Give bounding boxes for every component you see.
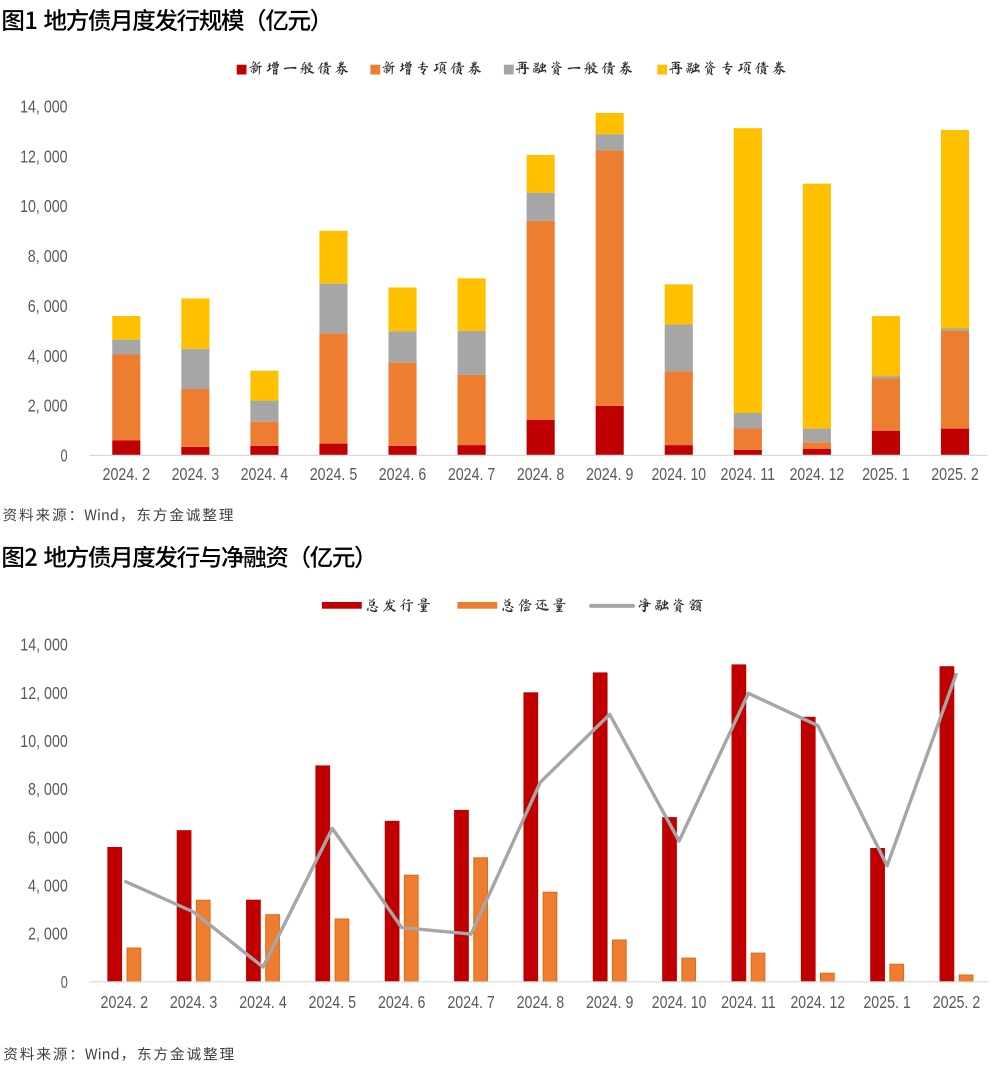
svg-text:0: 0 <box>61 973 68 992</box>
svg-text:2, 000: 2, 000 <box>28 397 68 416</box>
svg-text:4, 000: 4, 000 <box>28 347 68 366</box>
svg-text:2024. 3: 2024. 3 <box>172 465 220 484</box>
svg-text:2024. 4: 2024. 4 <box>241 465 289 484</box>
svg-text:8, 000: 8, 000 <box>28 247 68 266</box>
svg-text:2024. 10: 2024. 10 <box>652 993 707 1012</box>
svg-text:2024. 10: 2024. 10 <box>652 465 707 484</box>
svg-text:2024. 2: 2024. 2 <box>103 465 151 484</box>
svg-text:2024. 5: 2024. 5 <box>310 465 358 484</box>
svg-text:2, 000: 2, 000 <box>28 925 68 944</box>
svg-text:0: 0 <box>61 447 68 466</box>
svg-text:8, 000: 8, 000 <box>28 780 68 799</box>
svg-text:2024. 2: 2024. 2 <box>101 993 149 1012</box>
svg-text:2024. 3: 2024. 3 <box>170 993 218 1012</box>
svg-text:2024. 11: 2024. 11 <box>721 465 776 484</box>
svg-text:12, 000: 12, 000 <box>20 147 68 166</box>
svg-text:10, 000: 10, 000 <box>20 197 68 216</box>
svg-text:2024. 5: 2024. 5 <box>309 993 357 1012</box>
svg-text:2025. 1: 2025. 1 <box>862 465 910 484</box>
svg-text:2025. 1: 2025. 1 <box>863 993 911 1012</box>
svg-text:2024. 6: 2024. 6 <box>379 465 427 484</box>
svg-text:2024. 9: 2024. 9 <box>586 993 634 1012</box>
svg-text:2024. 8: 2024. 8 <box>517 993 565 1012</box>
svg-text:2024. 8: 2024. 8 <box>517 465 565 484</box>
svg-text:4, 000: 4, 000 <box>28 877 68 896</box>
svg-text:2024. 6: 2024. 6 <box>378 993 426 1012</box>
svg-text:2025. 2: 2025. 2 <box>931 465 979 484</box>
svg-text:14, 000: 14, 000 <box>20 636 68 655</box>
svg-text:2024. 9: 2024. 9 <box>586 465 634 484</box>
svg-text:6, 000: 6, 000 <box>28 828 68 847</box>
svg-text:2025. 2: 2025. 2 <box>933 993 981 1012</box>
svg-text:2024. 12: 2024. 12 <box>790 465 845 484</box>
svg-text:14, 000: 14, 000 <box>20 98 68 117</box>
svg-text:2024. 4: 2024. 4 <box>239 993 287 1012</box>
svg-text:2024. 7: 2024. 7 <box>447 993 495 1012</box>
svg-text:2024. 11: 2024. 11 <box>721 993 776 1012</box>
svg-text:12, 000: 12, 000 <box>20 684 68 703</box>
svg-text:2024. 12: 2024. 12 <box>791 993 846 1012</box>
svg-text:6, 000: 6, 000 <box>28 297 68 316</box>
svg-text:2024. 7: 2024. 7 <box>448 465 496 484</box>
svg-text:10, 000: 10, 000 <box>20 732 68 751</box>
